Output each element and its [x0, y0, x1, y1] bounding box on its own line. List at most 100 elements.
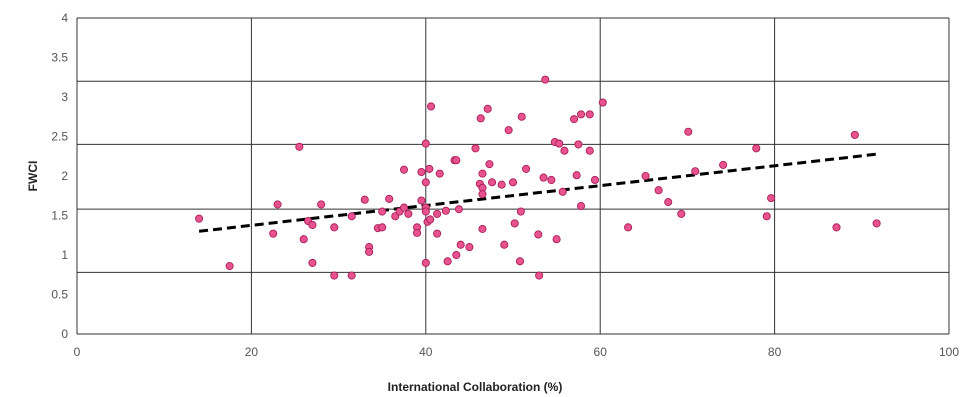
x-tick-labels: 0 20 40 60 80 100: [74, 345, 960, 359]
data-point: [572, 171, 581, 180]
data-point: [850, 130, 859, 139]
x-axis-title: International Collaboration (%): [388, 380, 563, 394]
data-point: [421, 258, 430, 267]
y-tick-label: 2.5: [51, 130, 68, 144]
data-point: [385, 194, 394, 203]
data-point: [624, 223, 633, 232]
data-point: [762, 212, 771, 221]
data-point: [558, 187, 567, 196]
data-point: [452, 250, 461, 260]
data-point: [719, 160, 728, 169]
data-point: [269, 229, 278, 238]
data-point: [404, 209, 413, 218]
data-point: [872, 219, 881, 228]
y-tick-label: 1.5: [51, 209, 68, 223]
data-point: [641, 171, 650, 181]
data-point: [590, 175, 600, 184]
data-point: [522, 164, 531, 173]
x-tick-label: 80: [768, 345, 782, 359]
y-tick-label: 0.5: [51, 288, 68, 302]
axes: [76, 17, 950, 335]
data-point: [497, 180, 506, 189]
data-point: [378, 207, 387, 216]
data-point: [485, 160, 494, 169]
data-point: [365, 247, 374, 256]
data-point: [832, 223, 841, 232]
x-tick-label: 100: [939, 345, 959, 359]
y-tick-label: 2: [61, 169, 68, 183]
data-point: [195, 214, 204, 223]
data-point: [421, 178, 430, 187]
data-point: [478, 169, 487, 178]
data-point: [478, 224, 487, 233]
data-point: [535, 271, 544, 280]
data-point: [317, 200, 326, 209]
data-point: [684, 127, 693, 136]
y-tick-label: 4: [61, 11, 68, 25]
data-point: [330, 223, 339, 232]
data-point: [677, 209, 686, 218]
data-point: [421, 139, 430, 148]
data-point: [413, 228, 422, 237]
data-point: [664, 198, 673, 207]
data-point: [443, 257, 452, 266]
data-point: [478, 190, 487, 199]
data-point: [515, 257, 525, 266]
data-point: [488, 178, 497, 187]
data-point: [585, 146, 594, 155]
data-point: [454, 205, 463, 214]
data-point: [547, 175, 556, 184]
data-point: [555, 139, 564, 148]
data-point: [308, 258, 317, 267]
data-point: [308, 220, 317, 230]
data-point: [574, 140, 583, 149]
data-point: [225, 262, 234, 271]
data-point: [426, 215, 435, 224]
x-tick-label: 60: [594, 345, 608, 359]
data-point: [476, 114, 485, 123]
data-point: [425, 164, 434, 173]
data-point: [576, 110, 586, 119]
data-point: [433, 209, 442, 218]
data-point: [541, 75, 550, 84]
data-point: [330, 271, 339, 280]
data-point: [504, 126, 513, 135]
y-axis-title: FWCI: [26, 161, 40, 192]
data-point: [598, 98, 607, 107]
data-point: [441, 206, 450, 215]
x-tick-label: 20: [245, 345, 259, 359]
data-point: [691, 167, 700, 176]
data-point: [516, 207, 525, 216]
data-point: [426, 102, 436, 111]
x-tick-label: 0: [74, 345, 81, 359]
data-point: [560, 146, 569, 155]
data-point: [569, 115, 579, 124]
y-tick-label: 3: [61, 90, 68, 104]
data-point: [500, 240, 509, 249]
data-point: [552, 235, 561, 244]
data-point: [435, 169, 444, 178]
data-point: [360, 195, 369, 204]
trendline: [198, 152, 880, 233]
data-point: [534, 230, 543, 239]
y-tick-label: 3.5: [51, 51, 68, 65]
data-points: [195, 75, 881, 280]
trendline-layer: [198, 152, 880, 233]
data-point: [378, 223, 387, 232]
data-point: [347, 212, 356, 221]
data-point: [456, 240, 465, 249]
y-tick-labels: 0 0.5 1 1.5 2 2.5 3 3.5 4: [51, 11, 68, 341]
data-point: [299, 235, 308, 244]
data-point: [517, 112, 526, 121]
y-tick-label: 1: [61, 248, 68, 262]
data-point: [417, 196, 426, 205]
data-point: [273, 200, 282, 209]
data-point: [421, 207, 430, 216]
data-point: [752, 144, 761, 153]
data-point: [399, 165, 409, 174]
grid-lines: [77, 18, 949, 334]
data-point: [585, 110, 594, 119]
data-point: [295, 142, 304, 151]
data-point: [510, 219, 519, 228]
